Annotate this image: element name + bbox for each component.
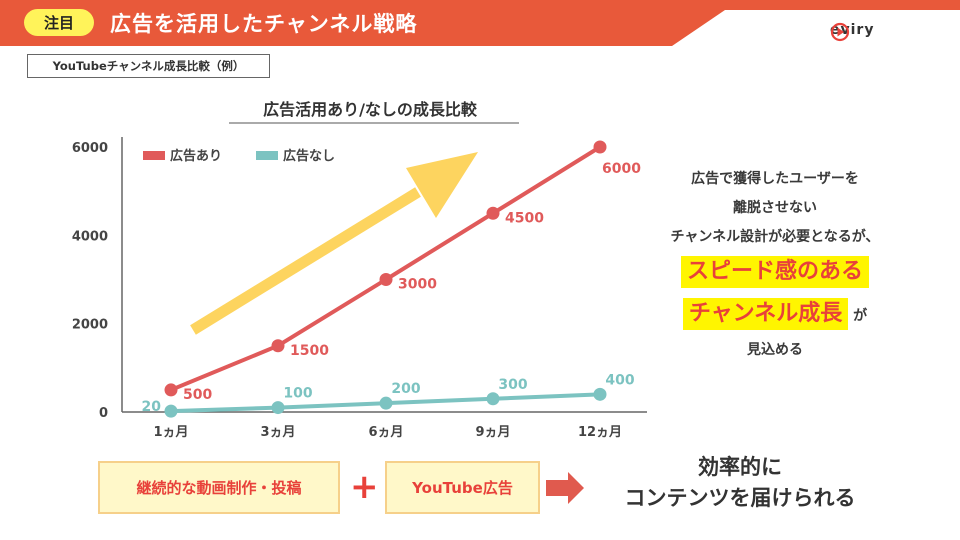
chart-series: 500 1500 3000 4500 6000 20 100 200 300 400 (142, 140, 641, 418)
header-background (0, 0, 960, 46)
data-point (379, 396, 393, 410)
message-line-2: 離脱させない (733, 200, 817, 216)
right-message: 広告で獲得したユーザーを 離脱させない チャンネル設計が必要となるが、 スピード… (640, 165, 910, 365)
chart-axes: 0 2000 4000 6000 1ヵ月 3ヵ月 6ヵ月 9ヵ月 12ヵ月 (72, 137, 647, 440)
highlight-speed: スピード感のある (680, 256, 869, 288)
eviry-logo: eviry (830, 22, 874, 42)
right-arrow-icon (546, 472, 584, 504)
result-line-1: 効率的に (698, 455, 782, 479)
growth-chart: 広告活用あり/なしの成長比較 0 2000 4000 6000 1ヵ月 3ヵ月 6ヵ月 9ヵ月… (72, 100, 647, 440)
header-banner: 注目 広告を活用したチャンネル戦略 eviry (0, 0, 960, 46)
x-tick-label: 1ヵ月 (153, 425, 188, 440)
data-point (486, 206, 500, 220)
message-suffix: が (853, 308, 868, 324)
data-label: 4500 (505, 210, 544, 226)
data-label: 20 (142, 399, 162, 415)
x-tick-label: 9ヵ月 (475, 425, 510, 440)
data-label: 300 (498, 377, 527, 393)
trend-arrow-shaft (190, 187, 421, 335)
series-line (170, 145, 602, 392)
data-label: 400 (605, 372, 634, 388)
data-label: 200 (391, 381, 420, 397)
trend-arrow (190, 152, 478, 335)
message-line-3: チャンネル設計が必要となるが、 (670, 229, 880, 245)
trend-arrow-head (406, 152, 478, 218)
data-label: 1500 (290, 343, 329, 359)
page-title: 広告を活用したチャンネル戦略 (110, 12, 418, 36)
data-point (164, 404, 178, 418)
data-point (486, 392, 500, 406)
message-line-1: 広告で獲得したユーザーを (691, 171, 859, 187)
x-tick-label: 3ヵ月 (260, 425, 295, 440)
youtube-ads-box: YouTube広告 (385, 461, 540, 514)
result-message: 効率的に コンテンツを届けられる (610, 452, 870, 514)
subtitle-box: YouTubeチャンネル成長比較（例） (27, 54, 270, 78)
play-icon (830, 22, 850, 42)
content-production-box: 継続的な動画制作・投稿 (98, 461, 340, 514)
legend-swatch (256, 151, 278, 160)
x-tick-label: 12ヵ月 (578, 425, 622, 440)
y-tick-label: 2000 (72, 318, 108, 333)
data-label: 500 (183, 387, 212, 403)
data-point (271, 339, 285, 353)
data-point (593, 387, 607, 401)
data-label: 100 (283, 386, 312, 402)
highlight-growth: チャンネル成長 (682, 298, 849, 330)
message-line-6: 見込める (747, 342, 803, 358)
legend-label: 広告なし (283, 148, 335, 164)
data-point (593, 140, 607, 154)
legend-swatch (143, 151, 165, 160)
chart-title: 広告活用あり/なしの成長比較 (263, 100, 478, 119)
y-tick-label: 6000 (72, 141, 108, 156)
y-tick-label: 0 (99, 406, 108, 421)
attention-badge: 注目 (24, 9, 94, 36)
plus-sign: + (350, 467, 379, 507)
x-tick-label: 6ヵ月 (368, 425, 403, 440)
y-tick-label: 4000 (72, 229, 108, 244)
legend-label: 広告あり (170, 148, 222, 164)
chart-legend: 広告あり 広告なし (143, 148, 335, 164)
data-label: 3000 (398, 277, 437, 293)
result-line-2: コンテンツを届けられる (624, 486, 856, 510)
data-point (271, 401, 285, 415)
data-point (379, 273, 393, 286)
data-label: 6000 (602, 161, 641, 177)
data-point (164, 383, 178, 397)
